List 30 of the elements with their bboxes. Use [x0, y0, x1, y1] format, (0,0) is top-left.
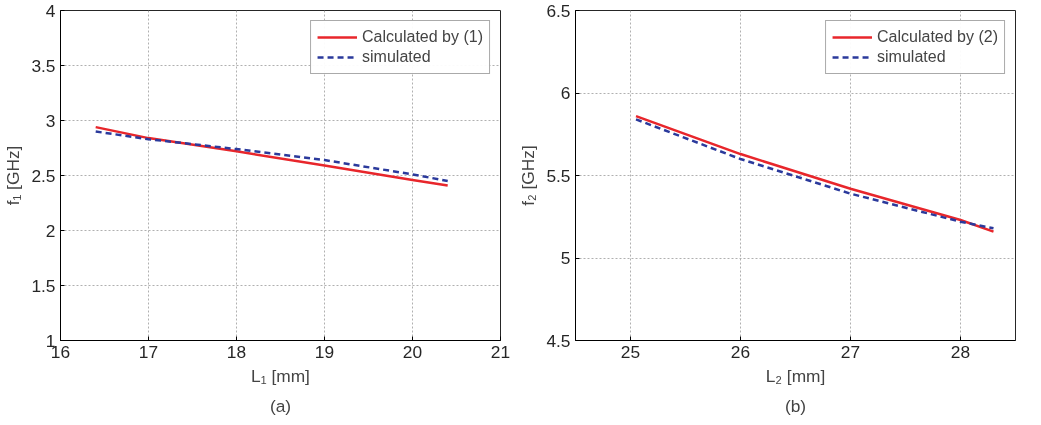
y-tick-label: 6.5	[546, 0, 571, 21]
x-tick-label: 20	[402, 341, 423, 362]
legend-label: simulated	[362, 48, 431, 66]
y-tick-label: 4.5	[546, 330, 571, 351]
text: (b)	[784, 395, 807, 416]
x-axis-title: L₁ [mm]	[251, 365, 310, 386]
y-tick-label: 2.5	[31, 165, 56, 186]
y-tick-label: 5	[560, 248, 571, 268]
legend-label: simulated	[877, 48, 946, 66]
x-tick-label: 27	[840, 341, 861, 362]
x-tick-label: 17	[138, 341, 159, 362]
y-tick-label: 2	[45, 220, 56, 241]
y-axis-title: f₂ [GHz]	[518, 145, 539, 206]
y-tick-label: 3.5	[31, 55, 56, 76]
y-tick-label: 3	[45, 110, 56, 131]
x-tick-label: 28	[950, 341, 971, 362]
x-tick-label: 26	[730, 341, 751, 362]
y-tick-label: 4	[45, 0, 56, 21]
x-tick-label: 18	[226, 341, 247, 362]
text: (a)	[269, 395, 292, 416]
legend-label: Calculated by (1)	[362, 28, 483, 46]
x-axis-title: L₂ [mm]	[765, 365, 826, 386]
x-tick-label: 25	[620, 341, 641, 362]
y-tick-label: 6	[560, 83, 571, 103]
y-axis-title: f₁ [GHz]	[3, 145, 24, 206]
legend-label: Calculated by (2)	[877, 28, 998, 46]
x-tick-label: 21	[490, 341, 511, 362]
x-tick-label: 19	[314, 341, 335, 362]
y-tick-label: 5.5	[546, 165, 571, 186]
y-tick-label: 1.5	[31, 275, 56, 296]
